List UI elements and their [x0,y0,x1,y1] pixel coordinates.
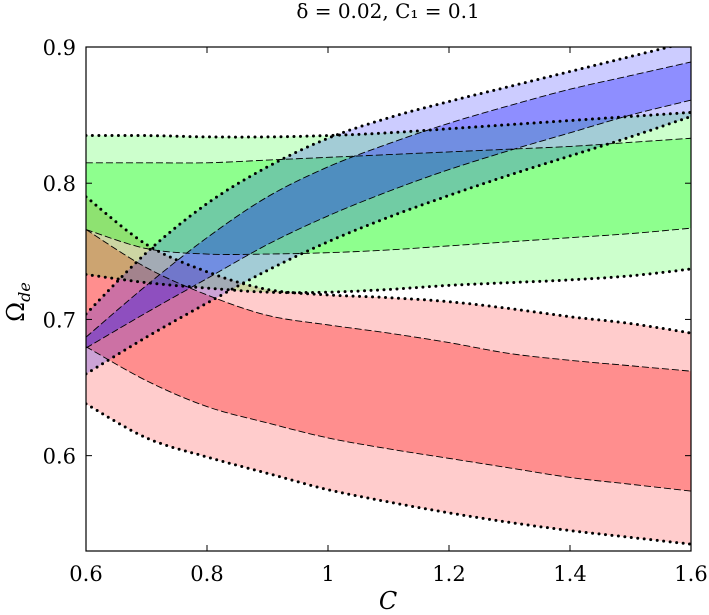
x-tick-label: 1.2 [432,562,465,586]
y-axis-label: Ωde [2,282,34,322]
chart-title: δ = 0.02, C₁ = 0.1 [296,0,479,23]
blue-outer-band [86,47,691,374]
red-inner-upper-curve [86,229,691,372]
y-axis-label-sub: de [15,282,34,302]
y-axis-label-text: Ωde [2,282,34,322]
green-inner-upper-curve [86,137,691,164]
green-outer-lower-curve [86,267,691,295]
red-inner-band [86,229,691,492]
ticks-layer: 0.6 0.8 1 1.2 1.4 1.6 0.6 0.7 0.8 0.9 [43,36,708,586]
x-tick-label: 0.8 [190,562,223,586]
y-axis-label-main: Ω [2,302,30,322]
x-tick-label: 1.6 [674,562,707,586]
blue-outer-upper-curve [86,47,676,316]
bands-layer [86,47,691,545]
green-outer-band [86,112,691,293]
plot-frame [85,46,692,552]
curves-layer [86,47,691,546]
green-inner-lower-curve [86,227,691,255]
green-outer-upper-curve [86,110,691,139]
x-axis-label: C [379,587,397,615]
red-outer-band [86,196,691,545]
blue-inner-upper-curve [86,61,691,338]
x-tick-label: 1.4 [553,562,586,586]
x-tick-label: 0.6 [69,562,102,586]
green-inner-band [86,138,691,255]
y-tick-label: 0.9 [43,36,76,60]
blue-inner-band [86,61,691,349]
red-outer-upper-curve [86,195,691,335]
y-tick-label: 0.6 [43,445,76,469]
red-inner-lower-curve [86,346,691,492]
blue-inner-lower-curve [86,99,691,349]
red-outer-lower-curve [86,402,691,546]
x-tick-label: 1 [321,562,334,586]
y-tick-label: 0.7 [43,308,76,332]
y-tick-label: 0.8 [43,172,76,196]
